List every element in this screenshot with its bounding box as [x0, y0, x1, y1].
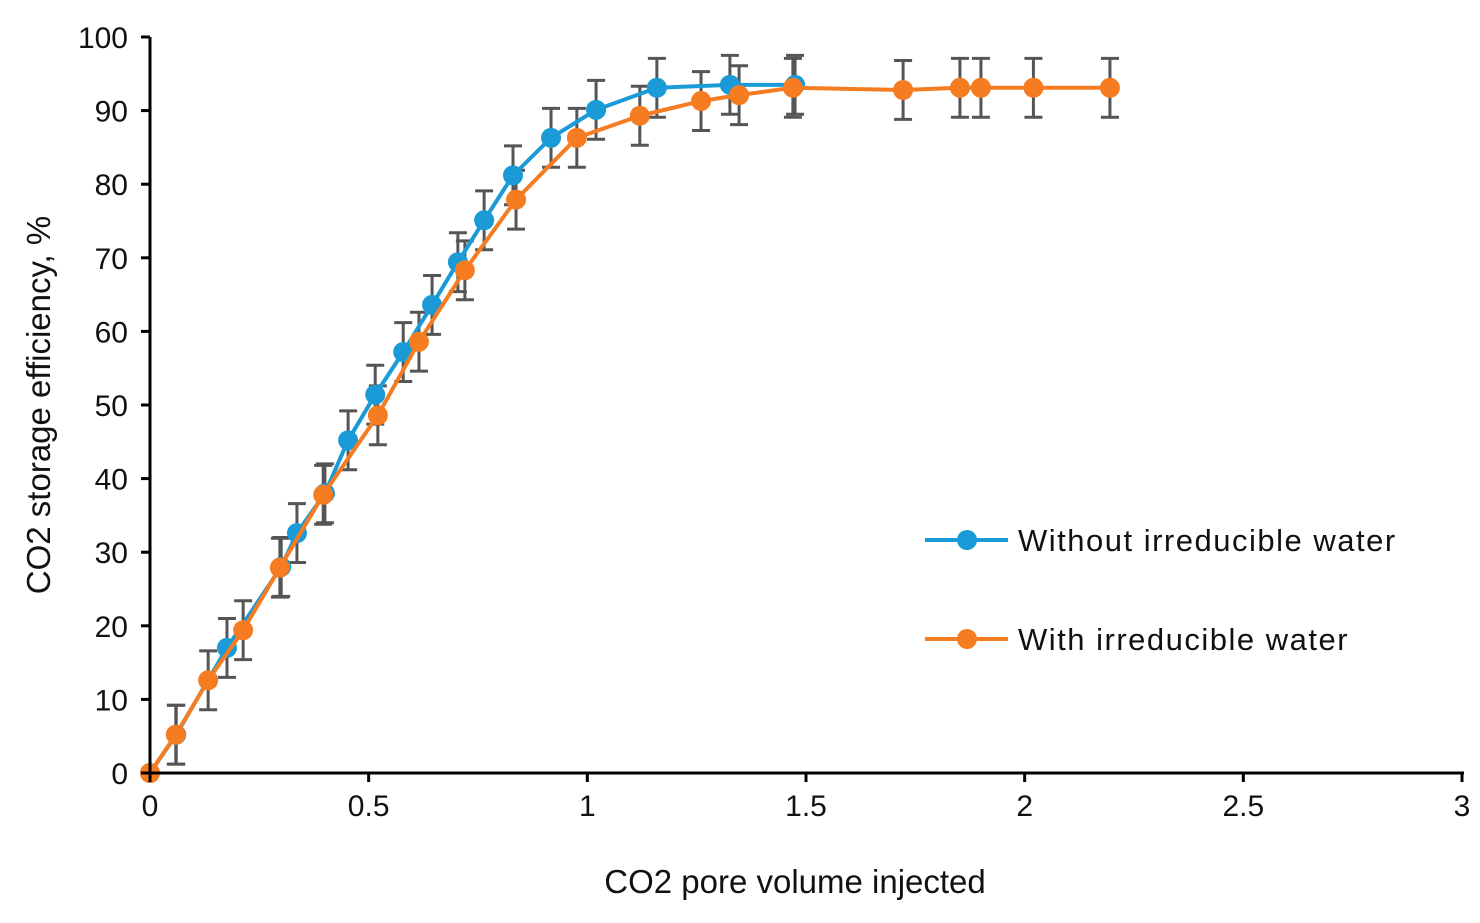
data-point: [541, 127, 562, 148]
series-line-1: [148, 85, 1110, 775]
data-point: [646, 77, 667, 98]
y-tick-label: 60: [95, 316, 128, 349]
x-tick-label: 0.5: [348, 790, 390, 823]
data-point: [502, 165, 523, 186]
data-point: [367, 405, 388, 426]
data-point: [1023, 77, 1044, 98]
data-point: [893, 79, 914, 100]
y-tick-label: 20: [95, 611, 128, 644]
data-point: [474, 210, 495, 231]
series-lines: [140, 74, 1120, 783]
data-point: [970, 77, 991, 98]
data-point: [313, 484, 334, 505]
x-tick-label: 0: [142, 790, 159, 823]
legend-label: Without irreducible water: [1018, 523, 1397, 558]
data-point: [566, 127, 587, 148]
data-point: [1099, 77, 1120, 98]
data-point: [729, 85, 750, 106]
data-point: [165, 724, 186, 745]
data-point: [233, 620, 254, 641]
legend-marker: [957, 530, 977, 550]
y-tick-label: 40: [95, 464, 128, 497]
y-tick-label: 90: [95, 96, 128, 129]
data-point: [949, 77, 970, 98]
x-axis-label: CO2 pore volume injected: [604, 863, 986, 900]
data-point: [408, 331, 429, 352]
legend-label: With irreducible water: [1018, 622, 1349, 657]
data-point: [454, 260, 475, 281]
y-tick-label: 50: [95, 390, 128, 423]
data-point: [586, 99, 607, 120]
data-point: [338, 430, 359, 451]
data-point: [365, 384, 386, 405]
y-tick-label: 10: [95, 684, 128, 717]
y-tick-label: 80: [95, 169, 128, 202]
y-tick-label: 100: [78, 22, 128, 55]
y-axis-label: CO2 storage efficiency, %: [20, 216, 57, 594]
data-point: [691, 91, 712, 112]
legend: Without irreducible water With irreducibl…: [925, 523, 1397, 657]
data-point: [629, 105, 650, 126]
data-point: [506, 189, 527, 210]
axes: [148, 37, 1464, 775]
data-point: [198, 670, 219, 691]
x-tick-label: 1: [579, 790, 596, 823]
error-bars: [166, 53, 1119, 766]
x-tick-label: 2: [1016, 790, 1033, 823]
y-tick-label: 0: [111, 758, 128, 791]
data-point: [782, 77, 803, 98]
legend-marker: [957, 629, 977, 649]
y-tick-label: 30: [95, 537, 128, 570]
data-point: [269, 557, 290, 578]
series-line-0: [148, 82, 796, 775]
x-tick-label: 2.5: [1222, 790, 1264, 823]
x-tick-label: 3: [1454, 790, 1471, 823]
y-tick-label: 70: [95, 243, 128, 276]
x-tick-label: 1.5: [785, 790, 827, 823]
